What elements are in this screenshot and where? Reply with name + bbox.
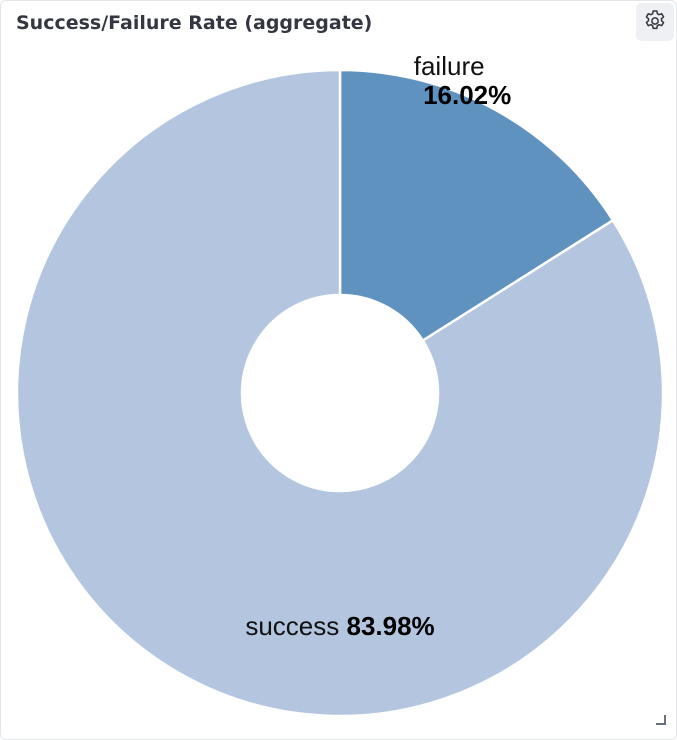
panel-header: Success/Failure Rate (aggregate)	[1, 1, 676, 45]
slice-label-success: success 83.98%	[245, 611, 434, 641]
pie-slice-success[interactable]	[15, 68, 665, 718]
gear-icon	[642, 8, 668, 37]
resize-handle-icon[interactable]	[656, 715, 666, 725]
slice-label-success-name: success	[245, 611, 346, 641]
panel-title: Success/Failure Rate (aggregate)	[16, 12, 373, 34]
panel-options-button[interactable]	[636, 3, 674, 41]
chart-area: failure 16.02% success 83.98%	[1, 45, 676, 735]
pie-slice-failure[interactable]	[338, 68, 615, 343]
slice-label-failure-value: 16.02%	[423, 80, 511, 110]
slice-label-failure-name: failure	[414, 51, 485, 81]
slice-label-success-value: 83.98%	[346, 611, 434, 641]
